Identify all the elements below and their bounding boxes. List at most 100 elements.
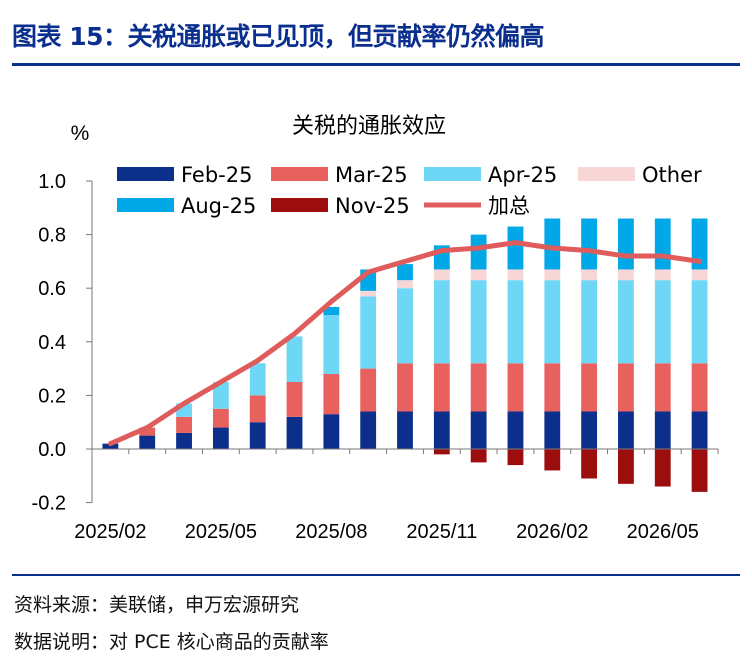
bar-other-2025/10 xyxy=(397,280,413,289)
bar-feb-25-2025/05 xyxy=(212,427,229,449)
bar-aug-25-2026/02 xyxy=(544,218,561,270)
bar-aug-25-2025/08 xyxy=(323,306,340,315)
total-point-2025/08 xyxy=(330,301,332,303)
bar-apr-25-2026/03 xyxy=(581,280,598,364)
x-tick-label: 2025/08 xyxy=(295,521,367,543)
bar-feb-25-2026/04 xyxy=(618,411,634,449)
bar-feb-25-2025/02 xyxy=(102,443,119,449)
bar-aug-25-2026/06 xyxy=(691,218,708,270)
bar-feb-25-2026/02 xyxy=(544,411,561,449)
bar-aug-25-2026/01 xyxy=(507,226,524,270)
bar-apr-25-2026/06 xyxy=(691,280,708,364)
bar-mar-25-2025/03 xyxy=(139,427,156,436)
bar-mar-25-2026/01 xyxy=(507,363,524,412)
legend-label-aug-25: Aug-25 xyxy=(181,194,256,218)
bar-feb-25-2025/07 xyxy=(286,416,303,449)
bar-mar-25-2026/05 xyxy=(654,363,671,412)
x-tick-label: 2026/05 xyxy=(627,521,699,543)
legend-label-apr-25: Apr-25 xyxy=(488,163,557,187)
footer-rule xyxy=(12,574,740,576)
x-tick-label: 2025/02 xyxy=(74,521,146,543)
bar-apr-25-2025/11 xyxy=(433,280,450,364)
bar-feb-25-2025/08 xyxy=(323,414,340,449)
bar-apr-25-2026/02 xyxy=(544,280,561,364)
bar-other-2025/09 xyxy=(360,290,377,297)
bar-nov-25-2026/05 xyxy=(654,449,671,487)
y-tick-label: 0.6 xyxy=(38,278,66,300)
bar-feb-25-2025/11 xyxy=(433,411,450,449)
x-tick-label: 2026/02 xyxy=(516,521,588,543)
bar-feb-25-2026/05 xyxy=(654,411,671,449)
legend-label-total: 加总 xyxy=(488,194,530,218)
bar-other-2026/06 xyxy=(691,269,708,281)
bar-apr-25-2026/01 xyxy=(507,280,524,364)
bar-other-2026/01 xyxy=(507,269,524,281)
title-rule xyxy=(12,63,740,66)
bar-apr-25-2025/06 xyxy=(249,363,266,396)
total-point-2025/11 xyxy=(441,250,443,252)
bar-nov-25-2026/03 xyxy=(581,449,598,479)
bar-apr-25-2026/04 xyxy=(618,280,634,364)
total-point-2025/04 xyxy=(183,402,185,404)
bar-feb-25-2026/01 xyxy=(507,411,524,449)
bar-mar-25-2026/04 xyxy=(618,363,634,412)
legend-swatch-nov-25 xyxy=(271,198,328,212)
total-point-2026/02 xyxy=(551,247,553,249)
tariff-inflation-chart: 关税的通胀效应 % Feb-25 Mar-25 Apr-25 Other Aug-25 N… xyxy=(32,114,719,543)
total-point-2025/02 xyxy=(109,443,111,445)
total-line-layer xyxy=(107,240,703,447)
bar-apr-25-2025/09 xyxy=(360,296,377,369)
bar-mar-25-2025/05 xyxy=(212,408,229,428)
legend-swatch-aug-25 xyxy=(117,198,174,212)
bar-nov-25-2025/11 xyxy=(433,449,450,455)
source-note: 资料来源：美联储，申万宏源研究 xyxy=(14,594,300,616)
bar-mar-25-2025/06 xyxy=(249,395,266,423)
bar-nov-25-2026/02 xyxy=(544,449,561,471)
legend-label-mar-25: Mar-25 xyxy=(335,163,408,187)
bar-nov-25-2026/01 xyxy=(507,449,524,466)
x-tick-label: 2025/11 xyxy=(406,521,477,543)
x-tick-label: 2025/05 xyxy=(185,521,257,543)
bar-apr-25-2025/10 xyxy=(397,288,413,364)
bar-nov-25-2026/04 xyxy=(618,449,634,484)
bar-mar-25-2025/07 xyxy=(286,382,303,417)
bar-feb-25-2025/06 xyxy=(249,422,266,449)
chart-title: 关税的通胀效应 xyxy=(292,114,446,139)
bar-other-2025/12 xyxy=(470,269,487,281)
bar-feb-25-2026/06 xyxy=(691,411,708,449)
y-tick-label: 0.2 xyxy=(38,385,66,407)
y-tick-label: 0.0 xyxy=(38,439,66,461)
bar-feb-25-2025/10 xyxy=(397,411,413,449)
total-point-2026/05 xyxy=(662,255,664,257)
total-point-2025/10 xyxy=(404,260,406,262)
y-axis-unit-label: % xyxy=(71,122,90,145)
bar-apr-25-2025/08 xyxy=(323,315,340,374)
bar-other-2025/11 xyxy=(433,269,450,281)
y-tick-label: 0.8 xyxy=(38,225,66,247)
bar-mar-25-2025/04 xyxy=(176,416,192,433)
legend-swatch-mar-25 xyxy=(271,167,328,181)
bar-mar-25-2026/06 xyxy=(691,363,708,412)
bar-apr-25-2025/07 xyxy=(286,336,303,382)
bar-other-2026/02 xyxy=(544,269,561,281)
bar-aug-25-2025/10 xyxy=(397,264,413,281)
total-point-2025/05 xyxy=(220,381,222,383)
bar-mar-25-2026/02 xyxy=(544,363,561,412)
bar-aug-25-2026/03 xyxy=(581,218,598,270)
data-note: 数据说明：对 PCE 核心商品的贡献率 xyxy=(14,631,329,653)
figure-title: 图表 15：关税通胀或已见顶，但贡献率仍然偏高 xyxy=(12,22,545,51)
total-point-2025/03 xyxy=(146,427,148,429)
bar-mar-25-2025/09 xyxy=(360,368,377,412)
bar-aug-25-2025/12 xyxy=(470,234,487,270)
bar-mar-25-2026/03 xyxy=(581,363,598,412)
bar-nov-25-2026/06 xyxy=(691,449,708,492)
y-tick-label: 1.0 xyxy=(38,171,66,193)
bar-apr-25-2025/12 xyxy=(470,280,487,364)
total-point-2026/04 xyxy=(625,255,627,257)
bar-other-2026/04 xyxy=(618,269,634,281)
legend-swatch-other xyxy=(578,167,635,181)
bar-mar-25-2025/11 xyxy=(433,363,450,412)
y-tick-label: -0.2 xyxy=(32,493,66,515)
total-point-2025/06 xyxy=(257,360,259,362)
legend-swatch-apr-25 xyxy=(424,167,481,181)
